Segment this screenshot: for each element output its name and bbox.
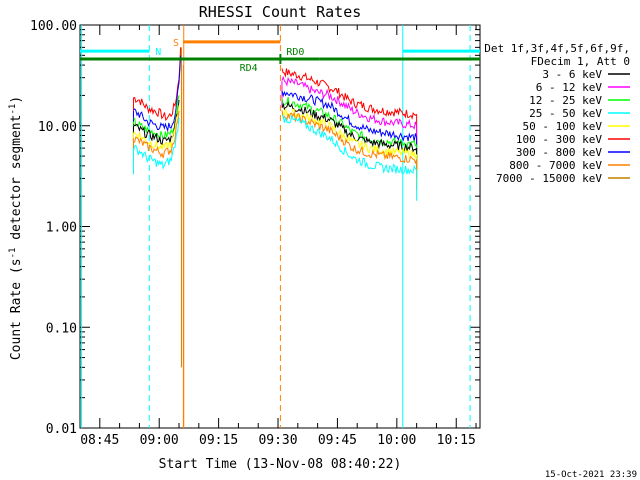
y-axis-label-text: Count Rate (s-1 detector segment-1)	[8, 96, 24, 360]
legend-entry-label: 800 - 7000 keV	[509, 159, 602, 172]
series-line	[281, 96, 417, 149]
legend-entry-label: 7000 - 15000 keV	[496, 172, 602, 185]
legend-entry-label: 12 - 25 keV	[529, 94, 602, 107]
y-axis-label-part: -1	[8, 248, 18, 259]
series-line	[133, 47, 182, 122]
y-axis-label-part: Count Rate (s	[9, 258, 24, 360]
series-line	[281, 113, 418, 175]
legend-header: Det 1f,3f,4f,5f,6f,9f,	[484, 42, 630, 55]
x-tick-label: 08:45	[80, 433, 119, 448]
series-line	[133, 117, 180, 170]
series-line	[133, 105, 180, 151]
legend-entry-label: 3 - 6 keV	[542, 68, 602, 81]
series-line	[281, 75, 418, 130]
legend-entry-label: 50 - 100 keV	[523, 120, 603, 133]
night-label: N	[155, 47, 161, 58]
x-tick-label: 09:15	[199, 433, 238, 448]
y-axis-label-part: -1	[8, 104, 18, 115]
legend-entry-label: 6 - 12 keV	[536, 81, 603, 94]
x-tick-label: 09:30	[258, 433, 297, 448]
y-axis-label-part: detector segment	[9, 115, 24, 248]
series-line	[133, 55, 182, 133]
footer-timestamp: 15-Oct-2021 23:39	[545, 470, 637, 480]
y-axis-label: Count Rate (s-1 detector segment-1)	[8, 96, 24, 360]
attenuator-label: RD0	[286, 47, 304, 58]
x-tick-label: 09:45	[318, 433, 357, 448]
x-tick-label: 09:00	[140, 433, 179, 448]
y-tick-label: 1.00	[46, 221, 77, 236]
series-line	[133, 99, 180, 146]
y-tick-label: 10.00	[38, 120, 77, 135]
y-tick-label: 0.01	[46, 422, 77, 437]
series-line	[281, 68, 417, 120]
legend-entry-label: 100 - 300 keV	[516, 133, 602, 146]
series-line	[281, 100, 418, 153]
y-tick-label: 100.00	[30, 19, 77, 34]
saa-label: S	[173, 38, 179, 49]
series-line	[281, 110, 418, 165]
series-line	[281, 90, 418, 142]
x-tick-label: 10:00	[377, 433, 416, 448]
series-line	[133, 110, 180, 159]
x-axis-label: Start Time (13-Nov-08 08:40:22)	[159, 457, 402, 472]
y-axis-label-part: )	[9, 96, 24, 104]
y-tick-label: 0.10	[46, 321, 77, 336]
x-tick-label: 10:15	[437, 433, 476, 448]
attenuator-label: RD4	[240, 63, 258, 74]
legend-entry-label: 300 - 800 keV	[516, 146, 602, 159]
chart-title: RHESSI Count Rates	[199, 3, 362, 21]
legend-header: FDecim 1, Att 0	[531, 55, 630, 68]
legend-entry-label: 25 - 50 keV	[529, 107, 602, 120]
legend: Det 1f,3f,4f,5f,6f,9f,FDecim 1, Att 03 -…	[484, 42, 630, 185]
